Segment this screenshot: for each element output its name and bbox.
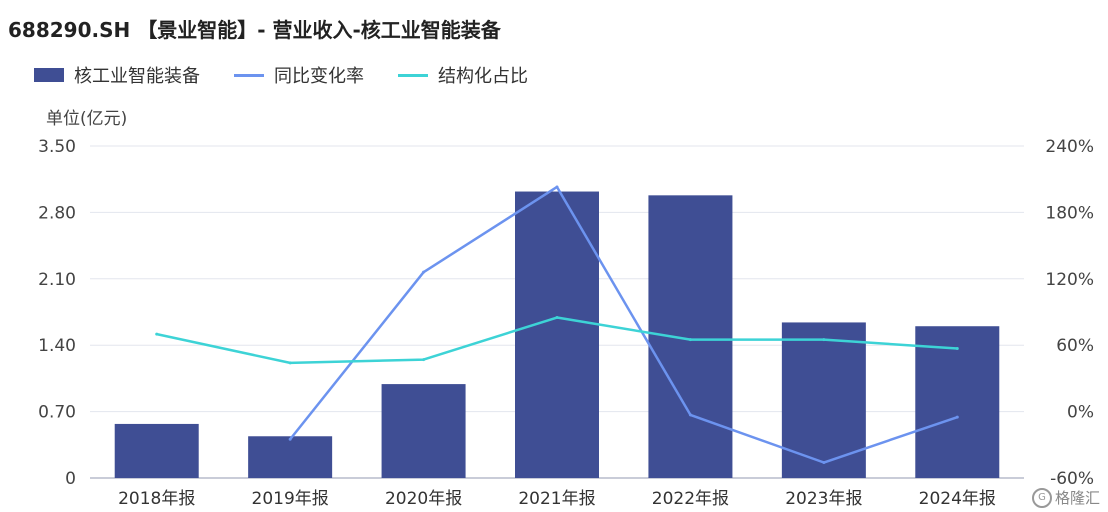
legend-swatch-bars bbox=[34, 68, 64, 82]
watermark-logo-icon: G bbox=[1031, 487, 1052, 508]
data-point-share bbox=[822, 338, 826, 342]
x-tick-label: 2020年报 bbox=[385, 489, 462, 509]
bar bbox=[648, 195, 733, 478]
data-point-share bbox=[555, 316, 559, 320]
x-tick-label: 2022年报 bbox=[652, 489, 729, 509]
series-line-yoy bbox=[289, 185, 958, 464]
legend-item-share[interactable]: 结构化占比 bbox=[398, 62, 528, 88]
bar bbox=[114, 423, 199, 478]
y-right-tick-label: 60% bbox=[1056, 336, 1094, 356]
data-point-yoy bbox=[822, 461, 826, 465]
y-left-tick-label: 2.80 bbox=[38, 203, 76, 223]
y-right-tick-label: 0% bbox=[1067, 403, 1094, 423]
x-tick-label: 2023年报 bbox=[785, 489, 862, 509]
legend-item-yoy[interactable]: 同比变化率 bbox=[234, 62, 364, 88]
y-left-tick-label: 0 bbox=[65, 469, 76, 489]
y-left-tick-label: 0.70 bbox=[38, 403, 76, 423]
data-point-yoy bbox=[422, 270, 426, 274]
data-point-share bbox=[688, 338, 692, 342]
x-tick-label: 2024年报 bbox=[919, 489, 996, 509]
bar bbox=[515, 191, 599, 478]
chart-title: 688290.SH 【景业智能】- 营业收入-核工业智能装备 bbox=[8, 18, 501, 42]
watermark: G 格隆汇 bbox=[1031, 487, 1100, 508]
legend: 核工业智能装备 同比变化率 结构化占比 bbox=[34, 62, 562, 88]
bar bbox=[248, 436, 333, 478]
data-point-yoy bbox=[555, 185, 559, 189]
x-tick-label: 2018年报 bbox=[118, 489, 195, 509]
data-point-share bbox=[955, 347, 959, 351]
legend-label-share: 结构化占比 bbox=[438, 66, 528, 87]
x-tick-label: 2019年报 bbox=[252, 489, 329, 509]
bar bbox=[781, 322, 866, 478]
data-point-share bbox=[288, 361, 292, 365]
data-point-share bbox=[155, 332, 159, 336]
bar bbox=[915, 326, 1000, 478]
y-left-tick-label: 2.10 bbox=[38, 270, 76, 290]
data-point-yoy bbox=[955, 415, 959, 419]
data-point-yoy bbox=[688, 413, 692, 417]
legend-label-yoy: 同比变化率 bbox=[274, 66, 364, 87]
legend-swatch-yoy bbox=[234, 73, 264, 77]
legend-item-bars[interactable]: 核工业智能装备 bbox=[34, 62, 200, 88]
y-right-tick-label: 240% bbox=[1045, 137, 1094, 157]
y-left-tick-label: 1.40 bbox=[38, 336, 76, 356]
y-right-tick-label: 120% bbox=[1045, 270, 1094, 290]
y-left-tick-label: 3.50 bbox=[38, 137, 76, 157]
legend-label-bars: 核工业智能装备 bbox=[74, 66, 200, 87]
y-axis-unit-label: 单位(亿元) bbox=[46, 109, 128, 129]
data-point-share bbox=[422, 358, 426, 362]
y-right-tick-label: 180% bbox=[1045, 203, 1094, 223]
bar bbox=[381, 384, 466, 478]
watermark-text: 格隆汇 bbox=[1054, 489, 1100, 507]
y-right-tick-label: -60% bbox=[1050, 469, 1094, 489]
data-point-yoy bbox=[288, 437, 292, 441]
legend-swatch-share bbox=[398, 73, 428, 77]
x-tick-label: 2021年报 bbox=[518, 489, 595, 509]
